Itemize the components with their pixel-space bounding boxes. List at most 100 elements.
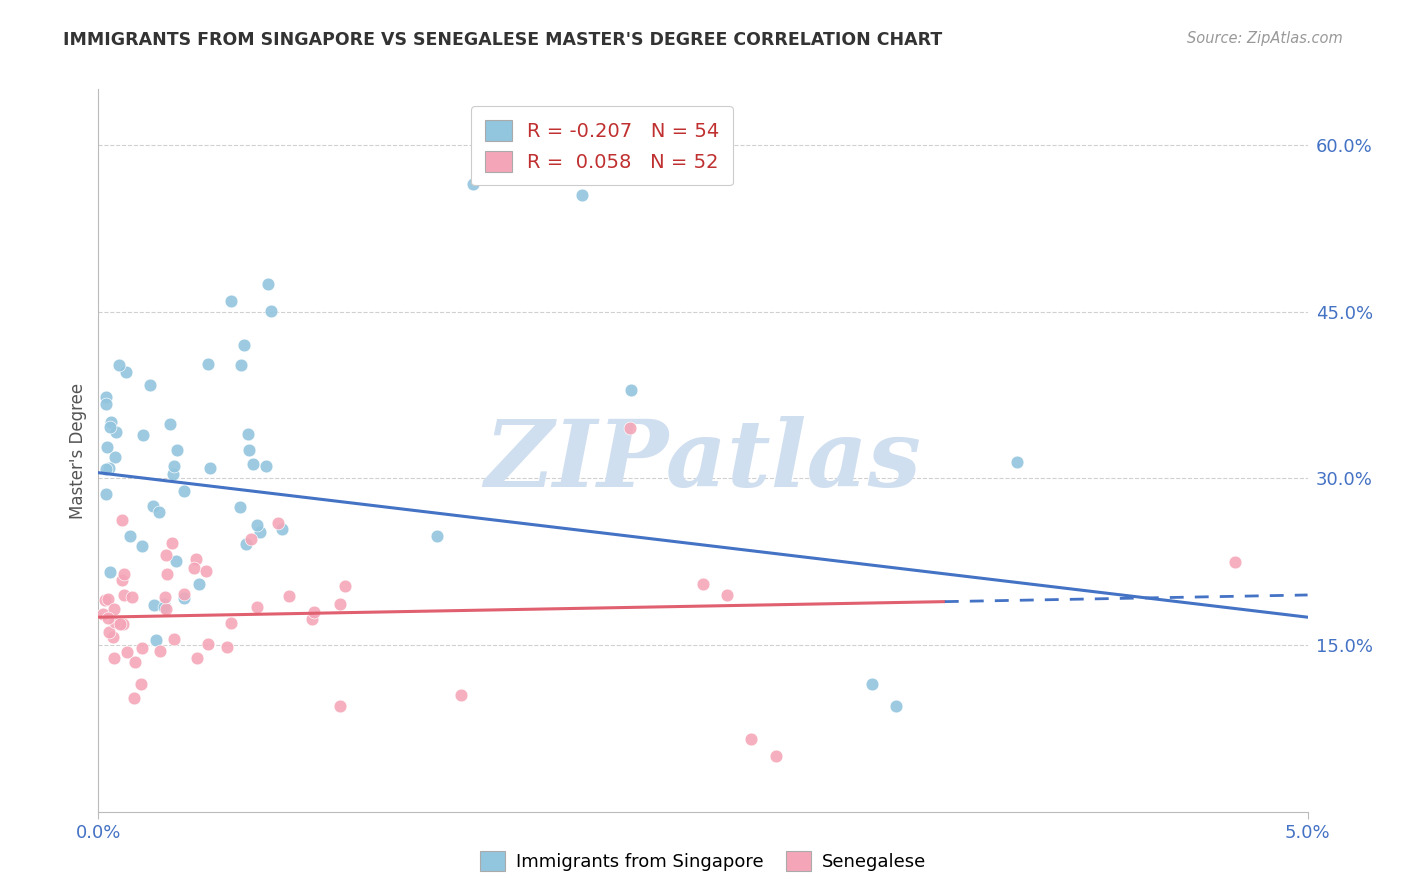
Point xyxy=(129,677,152,691)
Point xyxy=(94,462,117,476)
Point xyxy=(97,610,120,624)
Point xyxy=(302,605,325,619)
Point xyxy=(463,177,485,191)
Point xyxy=(103,630,125,644)
Point xyxy=(94,397,117,411)
Point xyxy=(103,650,125,665)
Point xyxy=(111,617,134,632)
Point xyxy=(148,505,170,519)
Point xyxy=(173,591,195,605)
Point xyxy=(98,419,121,434)
Point xyxy=(765,749,787,764)
Point xyxy=(740,732,762,747)
Point xyxy=(219,293,242,308)
Point xyxy=(254,458,277,473)
Point xyxy=(104,615,127,630)
Point xyxy=(122,690,145,705)
Point xyxy=(143,598,166,612)
Point xyxy=(142,499,165,513)
Point xyxy=(240,533,263,547)
Point xyxy=(217,640,239,654)
Point xyxy=(105,425,128,439)
Text: Source: ZipAtlas.com: Source: ZipAtlas.com xyxy=(1187,31,1343,46)
Point xyxy=(329,597,352,611)
Point xyxy=(131,540,153,554)
Point xyxy=(153,600,176,615)
Point xyxy=(235,536,257,550)
Point xyxy=(93,593,115,607)
Point xyxy=(256,277,278,291)
Point xyxy=(267,516,290,530)
Point xyxy=(886,699,908,714)
Point xyxy=(162,535,184,549)
Point xyxy=(232,338,254,352)
Point xyxy=(571,187,593,202)
Point xyxy=(91,607,114,622)
Point xyxy=(249,524,271,539)
Point xyxy=(1007,454,1029,468)
Point xyxy=(197,357,219,371)
Point xyxy=(219,616,242,631)
Point xyxy=(145,633,167,648)
Point xyxy=(98,624,121,639)
Point xyxy=(165,554,187,568)
Point xyxy=(184,551,207,566)
Point xyxy=(111,513,134,527)
Point xyxy=(94,487,117,501)
Point xyxy=(229,500,252,515)
Point xyxy=(100,415,122,429)
Point xyxy=(112,588,135,602)
Point xyxy=(333,579,356,593)
Point xyxy=(187,577,209,591)
Point xyxy=(114,566,136,581)
Point xyxy=(118,529,141,543)
Point xyxy=(97,461,120,475)
Point xyxy=(124,655,146,669)
Point xyxy=(156,566,179,581)
Point xyxy=(329,699,352,714)
Point xyxy=(620,383,643,397)
Point xyxy=(194,564,217,578)
Point xyxy=(108,617,131,632)
Point xyxy=(860,677,883,691)
Point xyxy=(197,637,219,651)
Point xyxy=(260,303,283,318)
Y-axis label: Master's Degree: Master's Degree xyxy=(69,383,87,518)
Point xyxy=(153,597,176,611)
Point xyxy=(186,650,208,665)
Point xyxy=(163,632,186,646)
Point xyxy=(173,587,195,601)
Point xyxy=(246,518,269,533)
Legend: Immigrants from Singapore, Senegalese: Immigrants from Singapore, Senegalese xyxy=(472,844,934,879)
Point xyxy=(1223,555,1246,569)
Point xyxy=(100,566,122,580)
Point xyxy=(155,548,177,562)
Point xyxy=(200,461,222,475)
Point xyxy=(229,358,252,372)
Point xyxy=(96,440,118,454)
Point xyxy=(139,378,162,392)
Point xyxy=(166,442,188,457)
Point xyxy=(121,590,143,604)
Point xyxy=(94,391,117,405)
Point xyxy=(236,427,259,442)
Point xyxy=(238,443,260,458)
Point xyxy=(163,458,186,473)
Point xyxy=(162,467,184,481)
Point xyxy=(173,483,195,498)
Point xyxy=(277,590,299,604)
Text: ZIPatlas: ZIPatlas xyxy=(485,417,921,507)
Point xyxy=(271,522,294,536)
Point xyxy=(97,592,120,607)
Point xyxy=(108,358,131,372)
Point xyxy=(132,428,155,442)
Point xyxy=(301,611,323,625)
Point xyxy=(115,365,138,379)
Point xyxy=(159,417,181,431)
Point xyxy=(148,644,170,658)
Legend: R = -0.207   N = 54, R =  0.058   N = 52: R = -0.207 N = 54, R = 0.058 N = 52 xyxy=(471,106,733,186)
Point xyxy=(692,577,714,591)
Point xyxy=(450,688,472,702)
Point xyxy=(619,421,641,435)
Point xyxy=(104,450,127,464)
